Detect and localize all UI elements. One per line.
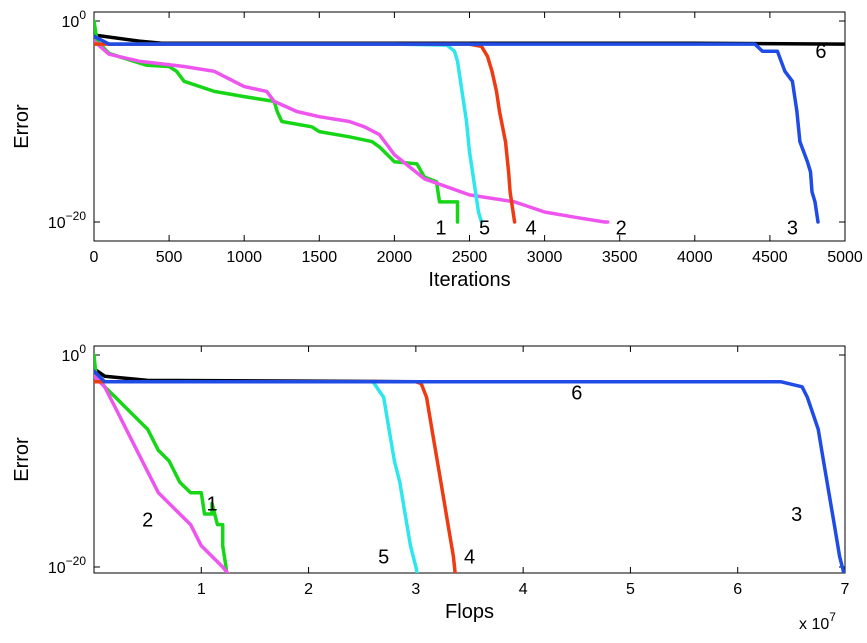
curve-label-6: 6 (571, 382, 582, 404)
plot-frame (93, 11, 846, 242)
y-tick-exponent: −20 (66, 554, 87, 568)
series-group (94, 19, 845, 224)
x-multiplier: x 107 (799, 610, 836, 633)
y-tick-base: 10 (62, 348, 80, 365)
curve-label-3: 3 (791, 504, 802, 526)
curve-label-1: 1 (206, 493, 217, 515)
x-tick-label: 1500 (302, 249, 338, 266)
x-tick-label: 3000 (527, 249, 563, 266)
series-line-5 (94, 42, 484, 224)
x-tick-label: 6 (733, 581, 742, 598)
y-tick-label: 100 (62, 8, 87, 31)
x-multiplier-exponent: 7 (829, 610, 836, 624)
curve-label-2: 2 (616, 217, 627, 239)
x-tick-label: 0 (90, 249, 99, 266)
chart-iterations: 0 500 1000 1500 2000 2500 3000 3500 4000 4500 5000… (11, 8, 863, 291)
x-tick-label: 3 (411, 581, 420, 598)
x-tick-label: 4500 (752, 249, 788, 266)
x-tick-label: 500 (156, 249, 183, 266)
y-tick-label: 10−20 (48, 554, 86, 577)
curve-label-1: 1 (435, 217, 446, 239)
x-tick-label: 3500 (602, 249, 638, 266)
y-tick-label: 10−20 (48, 209, 86, 232)
x-tick-label: 1000 (226, 249, 262, 266)
curve-label-3: 3 (787, 217, 798, 239)
curve-label-4: 4 (526, 217, 537, 239)
curve-label-5: 5 (378, 546, 389, 568)
series-group (94, 353, 845, 573)
curve-label-4: 4 (464, 546, 475, 568)
curve-label-6: 6 (815, 41, 826, 63)
x-tick-label: 4000 (677, 249, 713, 266)
y-axis-label: Error (11, 437, 33, 482)
series-line-3 (94, 369, 845, 573)
series-line-6 (94, 367, 708, 384)
x-tick-label: 1 (197, 581, 206, 598)
y-axis-label: Error (11, 104, 33, 149)
y-tick-base: 10 (48, 215, 66, 232)
y-tick-base: 10 (62, 14, 80, 31)
series-line-2 (94, 39, 610, 224)
y-tick-base: 10 (48, 560, 66, 577)
series-line-4 (94, 42, 517, 224)
x-tick-label: 2 (304, 581, 313, 598)
series-line-3 (94, 34, 820, 224)
x-tick-label: 4 (519, 581, 528, 598)
series-line-2 (94, 374, 230, 573)
x-tick-label: 5 (626, 581, 635, 598)
x-tick-label: 7 (841, 581, 850, 598)
y-tick-label: 100 (62, 342, 87, 365)
x-tick-label: 2500 (452, 249, 488, 266)
x-axis-label: Flops (445, 601, 494, 623)
y-tick-exponent: 0 (79, 342, 86, 356)
x-tick-label: 2000 (377, 249, 413, 266)
y-tick-exponent: −20 (66, 209, 87, 223)
series-line-5 (94, 379, 419, 573)
series-line-1 (94, 19, 460, 224)
y-tick-exponent: 0 (79, 8, 86, 22)
series-line-4 (94, 379, 457, 573)
x-axis-label: Iterations (428, 269, 510, 291)
curve-label-2: 2 (142, 510, 153, 532)
x-tick-label: 5000 (827, 249, 863, 266)
curve-label-5: 5 (479, 217, 490, 239)
x-multiplier-base: x 10 (799, 616, 829, 633)
plot-frame (93, 345, 846, 574)
series-line-1 (94, 353, 229, 573)
